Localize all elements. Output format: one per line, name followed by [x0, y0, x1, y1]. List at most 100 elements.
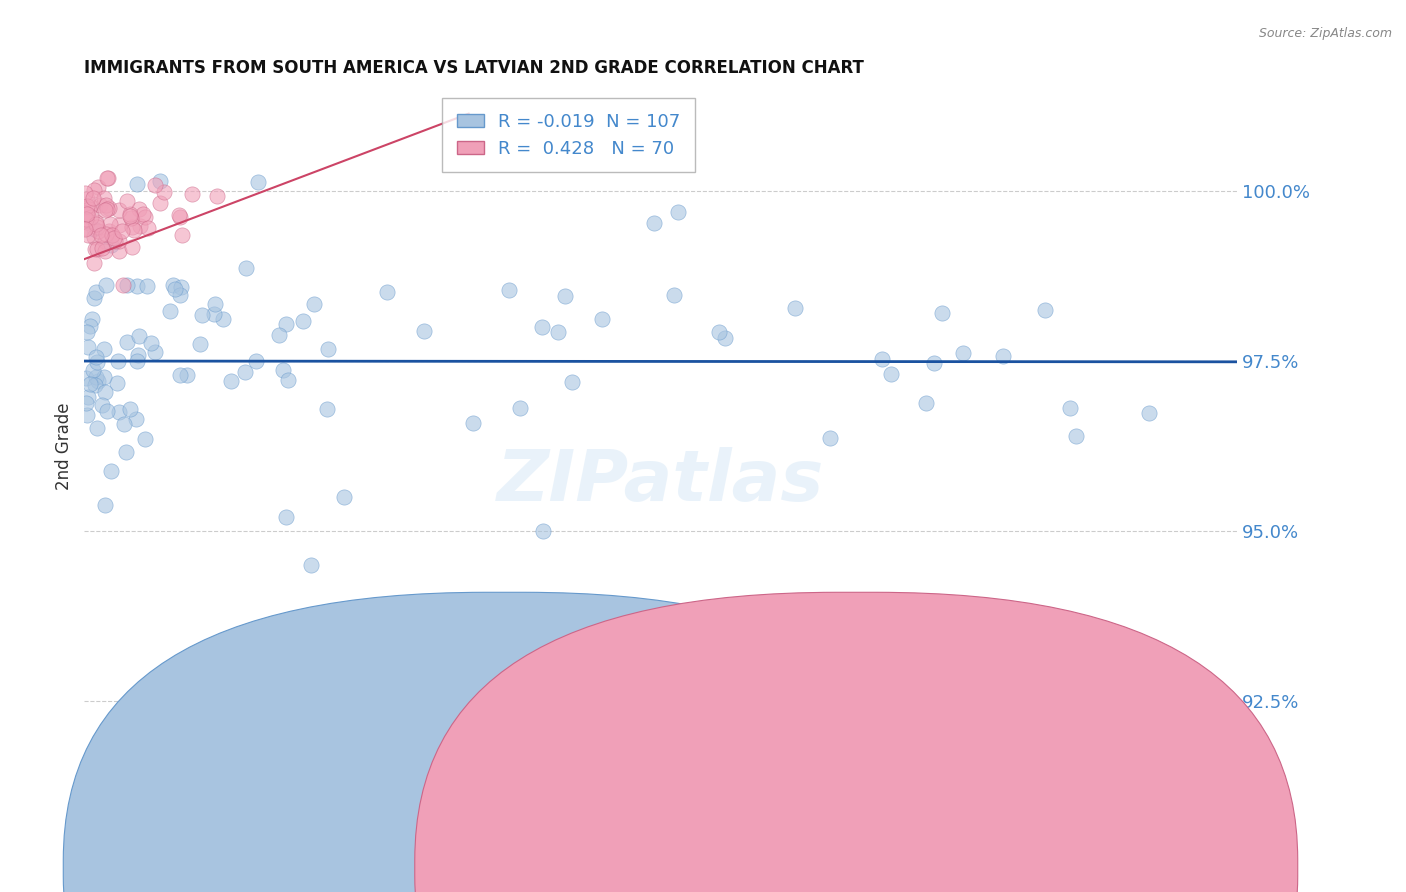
Point: [870, 351, 893, 366]
Point: [79, 318, 101, 333]
Point: [94, 234, 117, 248]
Point: [115, 194, 138, 209]
Point: [125, 353, 148, 368]
Point: [143, 344, 166, 359]
Point: [1033, 302, 1056, 317]
Point: [94, 385, 117, 400]
Point: [191, 308, 214, 322]
Text: ZIPatlas: ZIPatlas: [498, 447, 824, 516]
Point: [591, 312, 613, 326]
Point: [924, 356, 946, 370]
Point: [169, 211, 191, 225]
Point: [127, 349, 149, 363]
Legend: R = -0.019  N = 107, R =  0.428   N = 70: R = -0.019 N = 107, R = 0.428 N = 70: [443, 98, 695, 172]
Point: [454, 762, 477, 776]
Point: [169, 368, 191, 383]
Point: [128, 329, 150, 343]
Point: [104, 234, 127, 248]
Point: [172, 227, 194, 242]
Point: [83, 256, 105, 270]
Point: [83, 222, 105, 236]
Point: [87, 224, 110, 238]
Point: [93, 191, 115, 205]
Point: [82, 363, 104, 377]
Point: [125, 412, 148, 426]
Point: [79, 198, 101, 212]
Point: [149, 196, 172, 211]
Point: [77, 390, 100, 404]
Point: [115, 445, 138, 459]
Point: [1137, 406, 1160, 420]
Text: Latvians: Latvians: [868, 855, 932, 870]
Point: [112, 278, 135, 293]
Point: [84, 350, 107, 364]
Point: [125, 178, 148, 192]
Point: [83, 183, 105, 197]
Point: [1059, 401, 1081, 416]
Point: [94, 227, 117, 241]
Point: [96, 404, 118, 418]
Point: [90, 227, 112, 242]
Point: [76, 206, 98, 220]
Point: [98, 217, 121, 231]
Text: Source: ZipAtlas.com: Source: ZipAtlas.com: [1258, 27, 1392, 40]
Point: [292, 314, 315, 328]
Point: [84, 285, 107, 299]
Point: [94, 202, 117, 217]
Point: [880, 367, 903, 381]
Point: [202, 307, 225, 321]
Point: [211, 312, 233, 326]
Point: [120, 209, 142, 223]
Point: [91, 241, 114, 255]
Point: [509, 401, 531, 416]
Point: [84, 215, 107, 229]
Text: 0.0%: 0.0%: [84, 843, 124, 858]
Point: [75, 212, 97, 227]
Point: [84, 217, 107, 231]
Point: [707, 325, 730, 339]
Point: [267, 328, 290, 343]
Point: [931, 306, 953, 320]
Point: [578, 714, 600, 729]
Point: [332, 490, 354, 504]
Point: [134, 210, 156, 224]
Text: Immigrants from South America: Immigrants from South America: [538, 855, 783, 870]
Point: [90, 398, 112, 412]
Point: [277, 374, 299, 388]
Point: [112, 417, 135, 431]
Point: [498, 284, 520, 298]
Point: [80, 312, 103, 326]
Point: [531, 524, 554, 538]
Point: [461, 416, 484, 430]
Point: [101, 227, 124, 242]
Point: [276, 318, 298, 332]
Point: [120, 207, 142, 221]
Point: [271, 363, 294, 377]
Point: [115, 278, 138, 293]
Point: [82, 191, 104, 205]
Point: [509, 606, 531, 620]
Point: [122, 223, 145, 237]
Point: [80, 210, 103, 224]
Point: [107, 234, 129, 248]
Point: [167, 208, 190, 222]
Point: [143, 178, 166, 192]
Point: [128, 202, 150, 216]
Point: [87, 374, 110, 388]
Point: [77, 227, 100, 242]
Point: [643, 216, 665, 230]
Point: [75, 220, 97, 235]
Point: [89, 198, 111, 212]
Point: [86, 420, 108, 434]
Text: IMMIGRANTS FROM SOUTH AMERICA VS LATVIAN 2ND GRADE CORRELATION CHART: IMMIGRANTS FROM SOUTH AMERICA VS LATVIAN…: [84, 59, 865, 77]
Point: [76, 215, 98, 229]
Point: [818, 430, 841, 444]
Point: [108, 218, 131, 232]
Point: [75, 186, 97, 200]
Point: [108, 203, 131, 218]
Point: [1064, 428, 1087, 442]
Point: [274, 510, 297, 524]
Point: [75, 222, 97, 236]
Point: [180, 186, 202, 201]
Point: [302, 297, 325, 311]
